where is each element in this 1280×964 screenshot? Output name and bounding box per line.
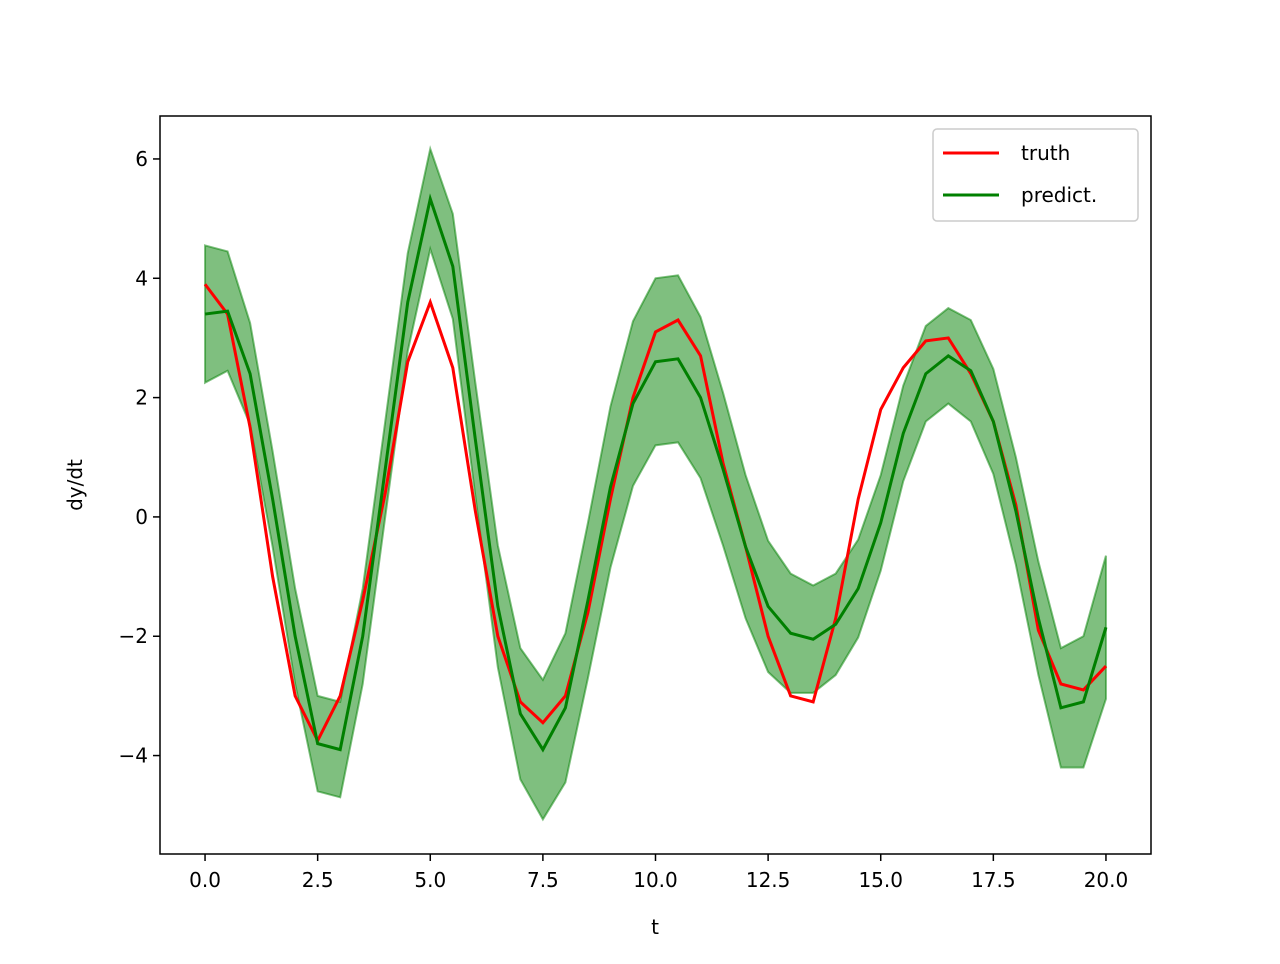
y-tick-label: 2 bbox=[135, 386, 148, 410]
x-tick-label: 17.5 bbox=[971, 868, 1016, 892]
series-line bbox=[204, 193, 1108, 753]
y-tick-label: 4 bbox=[135, 266, 148, 290]
x-axis-label: t bbox=[651, 915, 659, 939]
y-tick-label: 6 bbox=[135, 147, 148, 171]
x-tick-label: 12.5 bbox=[746, 868, 791, 892]
x-tick-label: 0.0 bbox=[189, 868, 221, 892]
legend-label: truth bbox=[1021, 141, 1070, 165]
series-line bbox=[203, 283, 1108, 744]
y-tick-label: −2 bbox=[119, 624, 148, 648]
x-tick-label: 2.5 bbox=[302, 868, 334, 892]
x-tick-label: 7.5 bbox=[527, 868, 559, 892]
x-tick-label: 5.0 bbox=[414, 868, 446, 892]
legend-label: predict. bbox=[1021, 183, 1097, 207]
confidence-band bbox=[204, 145, 1107, 822]
y-axis-label: dy/dt bbox=[63, 459, 87, 511]
y-tick-label: −4 bbox=[119, 744, 148, 768]
x-tick-label: 10.0 bbox=[633, 868, 678, 892]
x-tick-label: 15.0 bbox=[858, 868, 903, 892]
x-tick-label: 20.0 bbox=[1084, 868, 1129, 892]
y-tick-label: 0 bbox=[135, 505, 148, 529]
